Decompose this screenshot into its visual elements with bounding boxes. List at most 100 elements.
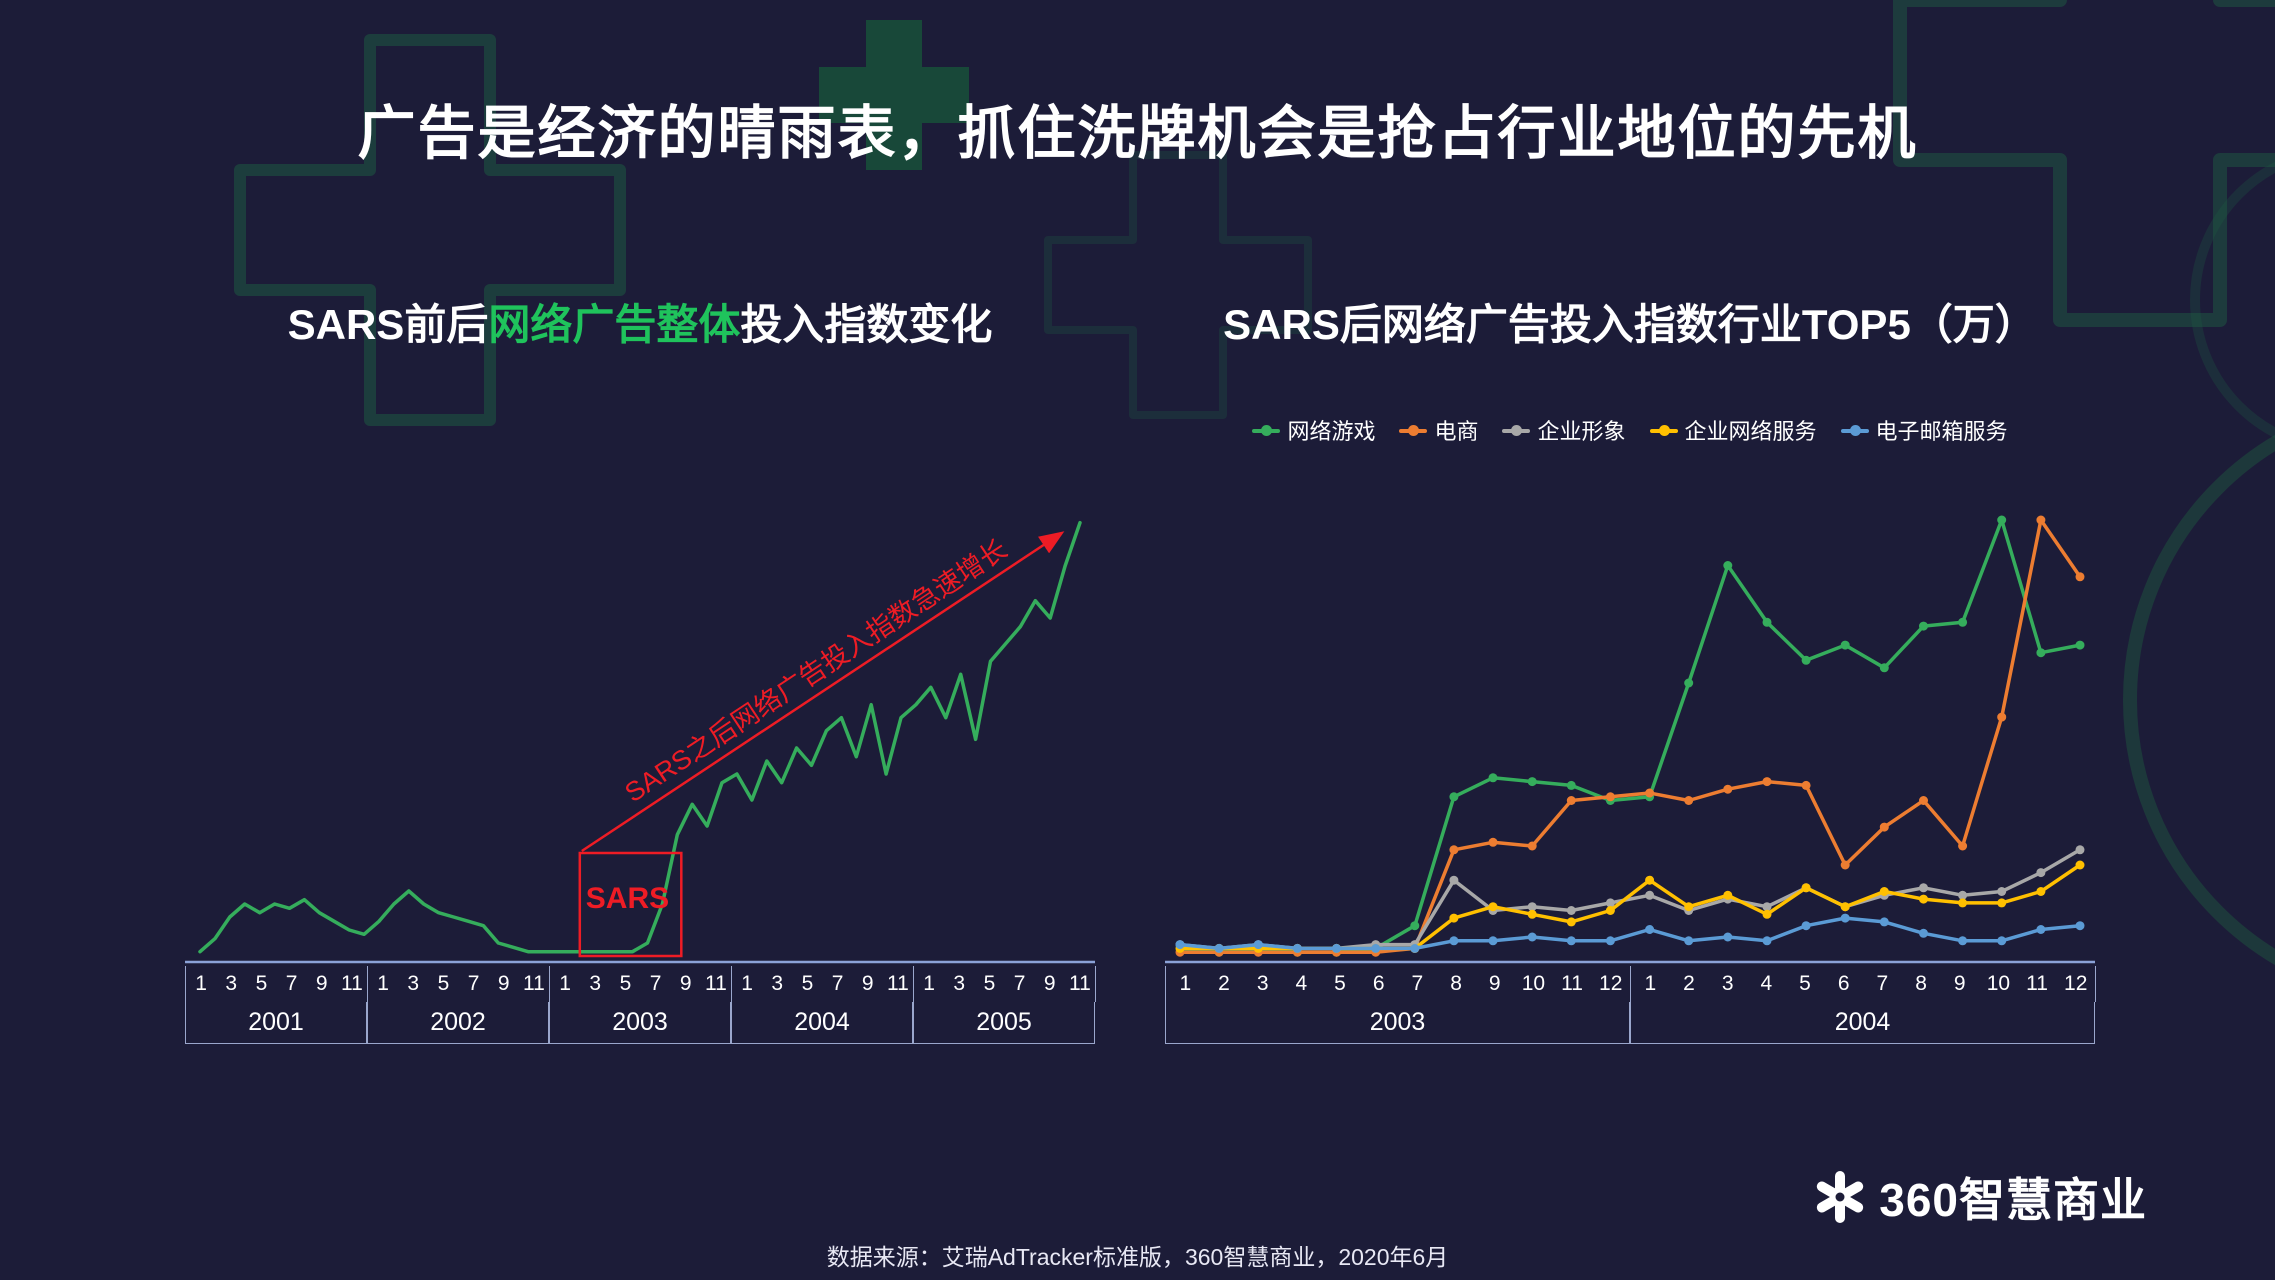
data-point: [1762, 777, 1772, 787]
legend-label: 电子邮箱服务: [1875, 419, 2008, 444]
left-chart-title-suffix: 投入指数变化: [740, 301, 993, 348]
data-point: [1488, 936, 1498, 946]
data-point: [1879, 917, 1889, 927]
month-tick-label: 5: [983, 972, 996, 995]
month-tick-label: 1: [377, 972, 389, 995]
data-point: [1488, 773, 1498, 783]
month-tick-label: 5: [437, 972, 450, 995]
data-point: [1449, 845, 1459, 855]
data-point: [1684, 796, 1694, 805]
data-point: [1449, 792, 1459, 802]
sars-growth-label: SARS之后网络广告投入指数急速增长: [619, 534, 1012, 808]
data-point: [1605, 792, 1615, 802]
month-tick-label: 2: [1218, 972, 1230, 995]
months-segment: 1 3 5 7 9 11: [549, 966, 731, 1002]
legend-marker-icon: [1502, 424, 1531, 436]
month-tick-label: 11: [523, 972, 545, 995]
data-point: [2036, 887, 2046, 896]
data-point: [1332, 943, 1341, 953]
series-line: [1178, 916, 2082, 951]
data-point: [1840, 913, 1850, 923]
month-tick-label: 11: [1069, 972, 1091, 995]
month-tick-label: 11: [341, 972, 363, 995]
data-point: [1919, 883, 1928, 893]
month-tick-label: 9: [315, 972, 328, 995]
month-tick-label: 7: [1876, 972, 1889, 995]
data-point: [1879, 663, 1889, 673]
month-tick-label: 11: [705, 972, 727, 995]
data-point: [1527, 932, 1537, 942]
data-point: [1958, 841, 1968, 851]
month-tick-label: 11: [887, 972, 909, 995]
months-segment: 1 3 5 7 9 11: [913, 966, 1095, 1002]
page-title: 广告是经济的晴雨表，抓住洗牌机会是抢占行业地位的先机: [357, 101, 1918, 166]
plus-filled-decor: [819, 20, 969, 170]
left-chart-month-axis: 1 3 5 7 9 11 1 3 5 7 9 11 1 3 5 7 9 11 1 3 5 7 9 11 1 3 5 7 9 11: [185, 966, 1096, 1002]
month-tick-label: 4: [1295, 972, 1308, 995]
data-point: [1449, 936, 1459, 946]
sars-box-label: SARS: [586, 882, 669, 915]
data-point: [1605, 936, 1615, 946]
left-chart-title-prefix: SARS前后: [287, 301, 489, 348]
data-point: [1879, 822, 1889, 832]
left-chart-title-highlight: 网络广告整体: [488, 301, 741, 348]
month-tick-label: 2: [1683, 972, 1695, 995]
legend-label: 企业形象: [1537, 419, 1626, 444]
sars-period-box: [578, 851, 683, 958]
data-point: [1566, 906, 1576, 915]
data-point: [2075, 921, 2085, 931]
month-tick-label: 5: [1334, 972, 1346, 995]
data-point: [2036, 868, 2046, 878]
data-point: [1292, 943, 1302, 953]
year-label: 2004: [731, 1002, 913, 1044]
month-tick-label: 3: [1721, 972, 1734, 995]
data-point: [2036, 648, 2046, 658]
left-chart-title: SARS前后网络广告整体投入指数变化: [185, 300, 1095, 350]
data-point: [1605, 906, 1615, 915]
circle-outline-decor: [2123, 435, 2275, 965]
data-point: [1371, 943, 1381, 953]
legend-marker-icon: [1840, 424, 1869, 436]
logo-360-flower-icon: [1817, 1171, 1864, 1223]
data-point: [2075, 640, 2085, 650]
legend-item: 网络游戏: [1252, 414, 1375, 446]
data-point: [1801, 921, 1811, 931]
year-label: 2005: [913, 1002, 1095, 1044]
data-point: [1566, 936, 1576, 946]
month-tick-label: 9: [679, 972, 692, 995]
data-point: [1527, 777, 1537, 787]
data-point: [1958, 617, 1968, 627]
month-tick-label: 10: [1521, 972, 1546, 995]
month-tick-label: 7: [1013, 972, 1026, 995]
data-point: [2075, 572, 2085, 582]
month-tick-label: 7: [1411, 972, 1424, 995]
month-tick-label: 12: [2064, 972, 2088, 995]
data-point: [1684, 936, 1694, 946]
data-point: [1997, 887, 2007, 896]
month-tick-label: 5: [801, 972, 814, 995]
data-point: [1449, 875, 1459, 885]
right-chart-month-axis: 1 2 3 4 5 6 7 8 9 10 11 12 1 2 3 4 5 6 7 8 9 10 11 12: [1165, 966, 2096, 1002]
month-tick-label: 8: [1915, 972, 1927, 995]
month-tick-label: 3: [953, 972, 966, 995]
data-point: [1684, 902, 1694, 912]
month-tick-label: 1: [1179, 972, 1192, 995]
data-point: [1840, 640, 1850, 650]
data-point: [1762, 902, 1772, 912]
month-tick-label: 12: [1599, 972, 1623, 995]
data-point: [1723, 561, 1733, 570]
data-point: [1919, 928, 1928, 938]
left-line-chart: SARS SARS之后网络广告投入指数急速增长: [185, 520, 1095, 964]
month-tick-label: 9: [497, 972, 510, 995]
data-point: [1527, 909, 1537, 919]
year-label: 2003: [549, 1002, 731, 1044]
month-tick-label: 6: [1372, 972, 1385, 995]
data-point: [2036, 515, 2046, 525]
month-tick-label: 3: [407, 972, 420, 995]
months-segment: 1 3 5 7 9 11: [367, 966, 549, 1002]
data-point: [1723, 932, 1733, 942]
data-point: [1214, 943, 1224, 953]
data-point: [1879, 887, 1889, 896]
plus-outline-decor: [1044, 151, 1312, 419]
